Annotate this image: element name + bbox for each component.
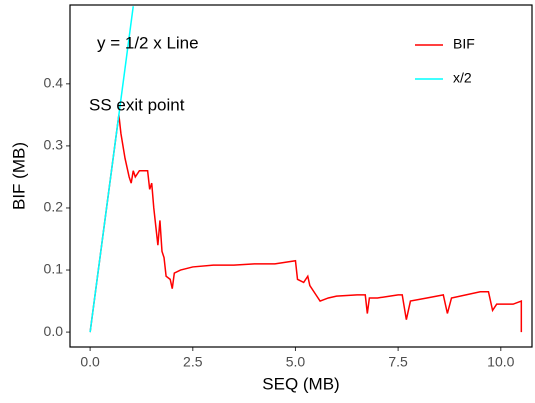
y-tick-label: 0.3 [44,137,64,153]
y-tick-label: 0.4 [44,75,64,91]
y-tick-label: 0.2 [44,199,64,215]
line-series [89,114,523,333]
annotation: SS exit point [89,95,185,114]
legend-label: BIF [453,36,475,52]
x-tick-label: 10.0 [487,354,514,370]
x-tick-label: 0.0 [80,354,100,370]
y-tick-label: 0.0 [44,323,64,339]
plot-border [69,4,533,348]
x-tick-label: 2.5 [183,354,203,370]
line-series [89,6,134,333]
x-axis-title: SEQ (MB) [262,374,339,393]
annotation: y = 1/2 x Line [97,33,199,52]
y-tick-label: 0.1 [44,261,64,277]
y-axis-title: BIF (MB) [9,142,28,210]
x-tick-label: 7.5 [388,354,408,370]
legend-label: x/2 [453,70,472,86]
x-tick-label: 5.0 [286,354,306,370]
